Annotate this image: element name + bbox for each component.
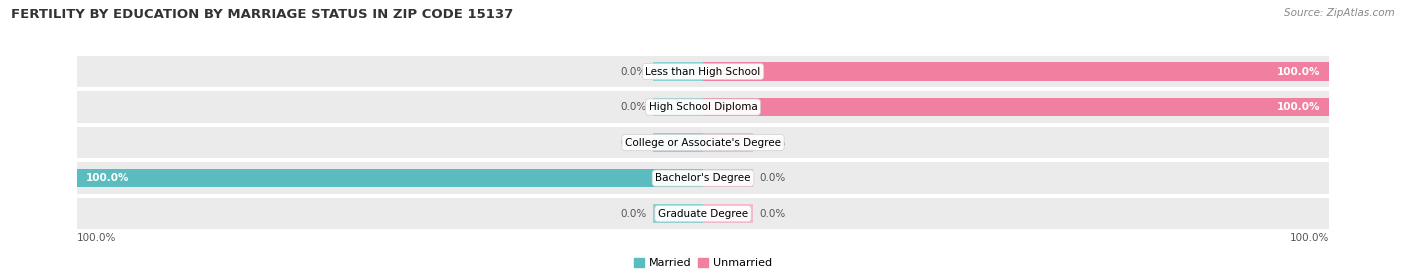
Bar — [652, 204, 703, 223]
Text: 100.0%: 100.0% — [77, 233, 117, 243]
Text: 0.0%: 0.0% — [759, 209, 786, 219]
Bar — [652, 133, 703, 152]
Text: High School Diploma: High School Diploma — [648, 102, 758, 112]
Bar — [77, 169, 703, 187]
Bar — [77, 56, 1329, 87]
Bar — [703, 169, 754, 187]
Text: 100.0%: 100.0% — [1277, 102, 1320, 112]
Bar — [703, 62, 1329, 81]
Legend: Married, Unmarried: Married, Unmarried — [630, 253, 776, 269]
Text: 0.0%: 0.0% — [759, 173, 786, 183]
Bar — [703, 98, 1329, 116]
Text: 0.0%: 0.0% — [620, 66, 647, 76]
Text: 100.0%: 100.0% — [1277, 66, 1320, 76]
Text: 0.0%: 0.0% — [759, 137, 786, 148]
Text: 0.0%: 0.0% — [620, 137, 647, 148]
Text: Source: ZipAtlas.com: Source: ZipAtlas.com — [1284, 8, 1395, 18]
Text: College or Associate's Degree: College or Associate's Degree — [626, 137, 780, 148]
Bar — [652, 62, 703, 81]
Text: Less than High School: Less than High School — [645, 66, 761, 76]
Text: 100.0%: 100.0% — [86, 173, 129, 183]
Bar — [77, 198, 1329, 229]
Text: Graduate Degree: Graduate Degree — [658, 209, 748, 219]
Bar — [77, 162, 1329, 194]
Text: 100.0%: 100.0% — [1289, 233, 1329, 243]
Text: 0.0%: 0.0% — [620, 102, 647, 112]
Bar — [652, 98, 703, 116]
Text: Bachelor's Degree: Bachelor's Degree — [655, 173, 751, 183]
Text: FERTILITY BY EDUCATION BY MARRIAGE STATUS IN ZIP CODE 15137: FERTILITY BY EDUCATION BY MARRIAGE STATU… — [11, 8, 513, 21]
Bar — [77, 127, 1329, 158]
Bar — [77, 91, 1329, 123]
Bar — [703, 133, 754, 152]
Text: 0.0%: 0.0% — [620, 209, 647, 219]
Bar — [703, 204, 754, 223]
